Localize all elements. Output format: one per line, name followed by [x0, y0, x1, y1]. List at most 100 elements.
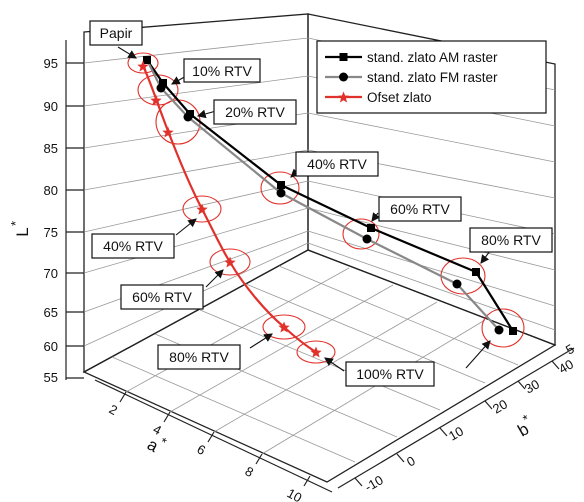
b-tick-mark	[551, 360, 560, 370]
a-tick-label: 8	[243, 463, 256, 480]
callout-box	[378, 196, 462, 222]
marker-circle	[276, 188, 286, 198]
highlight-ellipse	[182, 195, 222, 223]
marker-star	[278, 321, 290, 333]
grid-line-z-60-r	[307, 242, 556, 331]
z-tick-label: 75	[44, 225, 58, 240]
a-axis-line	[94, 379, 333, 493]
grid-line-z-85-r	[307, 112, 556, 163]
grid-line-b-5	[278, 265, 519, 366]
callout-box	[120, 284, 204, 310]
z-axis-label-star: *	[8, 221, 23, 226]
a-tick-label: 2	[107, 401, 120, 418]
callout-label: 40% RTV	[103, 238, 163, 254]
b-tick-mark	[354, 477, 363, 487]
callout-box	[469, 227, 553, 253]
marker-circle	[183, 112, 193, 122]
marker-square	[277, 181, 285, 189]
b-axis-label-star: *	[520, 411, 532, 427]
marker-square	[509, 327, 517, 335]
a-tick-mark	[207, 431, 215, 443]
z-tick-label: 55	[44, 370, 58, 385]
a-tick-mark	[255, 453, 263, 465]
b-tick-label: 10	[446, 423, 466, 443]
b-axis-line	[337, 347, 575, 489]
legend-item: stand. zlato AM raster	[325, 50, 498, 65]
marker-star	[162, 126, 174, 138]
grid-line-z-75	[83, 180, 309, 233]
b-tick-label: 5	[563, 341, 577, 358]
callout-arrow	[117, 46, 137, 59]
marker-star	[150, 94, 162, 106]
b-tick-mark	[484, 400, 493, 410]
legend-item: stand. zlato FM raster	[325, 70, 498, 85]
b-axis-title: b *	[515, 411, 533, 440]
b-axis-ticks	[354, 360, 560, 487]
callout-box	[183, 58, 261, 83]
grid-line-z-80	[83, 149, 309, 191]
markers-fm	[156, 83, 504, 335]
marker-square	[159, 79, 167, 87]
legend-item: Ofset zlato	[325, 90, 432, 105]
marker-star	[137, 60, 149, 72]
z-tick-label: 65	[44, 305, 58, 320]
callout-box	[157, 344, 241, 370]
legend-label: stand. zlato AM raster	[367, 50, 498, 65]
legend-label: stand. zlato FM raster	[367, 70, 498, 85]
callout-arrow	[175, 218, 197, 236]
b-tick-label: 30	[522, 376, 542, 396]
grid-line-z-70	[83, 207, 309, 274]
callout-labels: Papir 10% RTV 20% RTV 40% RTV 60% RTV 80…	[89, 20, 553, 387]
z-tick-label: 90	[44, 99, 58, 114]
z-tick-label: 70	[44, 266, 58, 281]
z-axis-title: L *	[8, 221, 32, 237]
a-tick-mark	[303, 475, 311, 487]
z-tick-label: 80	[44, 183, 58, 198]
highlight-ellipse	[262, 314, 306, 340]
marker-star	[196, 203, 208, 215]
callout-arrow	[324, 357, 345, 372]
legend-marker-circle	[339, 72, 348, 82]
callout-label: 60% RTV	[390, 201, 450, 217]
callout-label: 80% RTV	[169, 349, 229, 365]
marker-circle	[452, 279, 462, 289]
b-tick-label: 0	[404, 453, 418, 470]
grid-line-b-3	[199, 309, 441, 411]
b-tick-label: 40	[556, 356, 576, 376]
grid-line-z-95	[83, 37, 309, 64]
grid-line-a-8	[261, 319, 486, 455]
highlight-ellipse	[209, 248, 251, 276]
legend-label: Ofset zlato	[367, 90, 432, 105]
highlight-ellipse	[296, 340, 336, 364]
a-tick-label: 10	[285, 485, 305, 502]
callout-box	[295, 151, 379, 177]
callout-label: 40% RTV	[307, 156, 367, 172]
marker-square	[143, 56, 151, 64]
callout-box	[91, 233, 175, 259]
callout-box	[89, 20, 143, 46]
callout-label: Papir	[100, 25, 133, 41]
callout-arrows	[117, 46, 491, 372]
z-tick-label: 60	[44, 339, 58, 354]
grid-line-b-4	[245, 283, 486, 384]
z-axis-label: L	[13, 227, 32, 236]
a-axis-label-star: *	[158, 434, 170, 450]
marker-square	[472, 268, 480, 276]
grid-line-z-90	[83, 75, 309, 107]
a-axis-ticks	[119, 391, 311, 487]
markers-ofset	[137, 60, 322, 358]
highlight-ellipse	[481, 308, 525, 348]
callout-label: 10% RTV	[192, 63, 252, 79]
marker-circle	[494, 325, 504, 335]
grid-line-a-6	[213, 301, 438, 433]
grid-line-a-4	[169, 284, 394, 413]
legend-marker-star	[337, 91, 350, 103]
marker-square	[367, 224, 375, 232]
z-tick-label: 85	[44, 141, 58, 156]
callout-arrow	[249, 333, 273, 349]
marker-circle	[156, 83, 166, 93]
callout-label: 100% RTV	[356, 366, 424, 382]
grid-line-z-65-r	[307, 230, 556, 307]
highlight-ellipse	[342, 218, 380, 250]
